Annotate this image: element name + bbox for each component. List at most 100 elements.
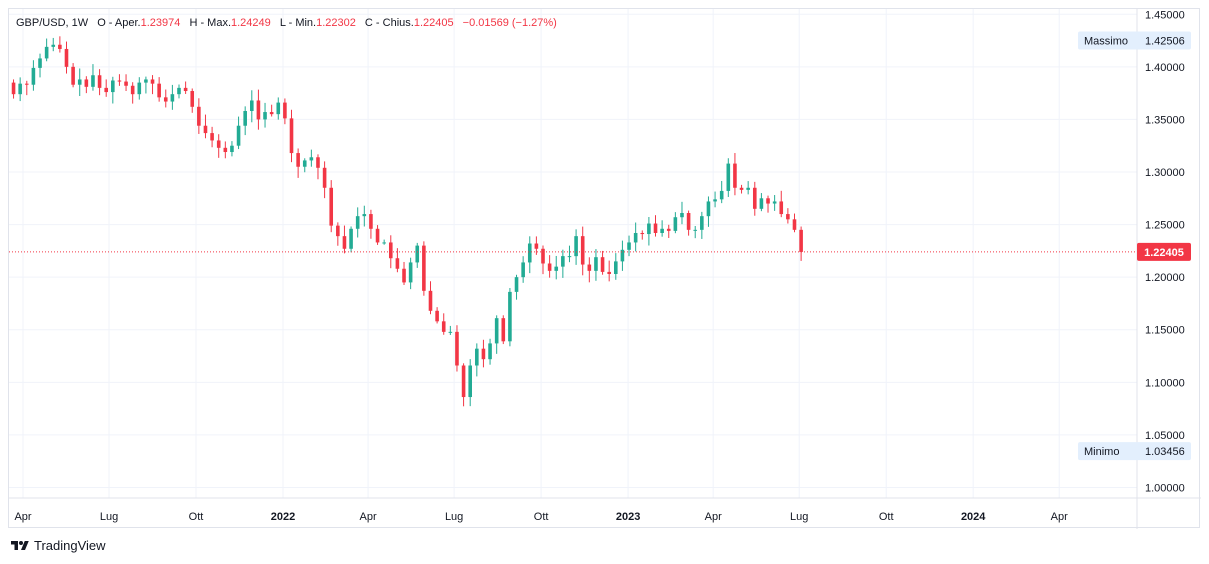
candlestick-chart[interactable]: 1.45000 1.40000 1.35000 1.30000 1.25000 1.200… [9, 9, 1201, 529]
legend-low-value: 1.22302 [316, 17, 356, 29]
chart-legend: GBP/USD, 1W O - Aper.1.23974 H - Max.1.2… [16, 17, 557, 29]
candle-body [124, 81, 128, 86]
candle-body [369, 214, 373, 229]
candle-body [177, 87, 181, 95]
candle-body [91, 75, 95, 87]
x-tick-label: Lug [100, 511, 118, 523]
candle-body [481, 348, 486, 360]
min-marker-label: Minimo [1084, 446, 1119, 458]
candle-body [766, 198, 770, 204]
candle-body [759, 198, 764, 209]
candle-body [713, 199, 717, 202]
candle-body [355, 216, 360, 229]
y-tick-label: 1.45000 [1145, 9, 1185, 21]
candle-body [216, 140, 221, 148]
candle-body [111, 80, 115, 93]
candle-body [375, 228, 380, 243]
candle-body [680, 213, 684, 218]
candle-body [263, 112, 267, 120]
candle-body [309, 157, 314, 161]
chart-frame: 1.45000 1.40000 1.35000 1.30000 1.25000 1.200… [8, 8, 1201, 529]
candle-body [31, 67, 36, 85]
x-tick-label: 2022 [271, 511, 295, 523]
candle-body [329, 187, 334, 226]
candle-body [541, 248, 545, 264]
candle-body [455, 331, 459, 366]
legend-open-value: 1.23974 [140, 17, 181, 29]
candle-body [402, 268, 406, 283]
candle-body [633, 232, 638, 243]
candle-body [130, 85, 135, 95]
candle-body [18, 83, 22, 95]
legend-high-value: 1.24249 [231, 17, 271, 29]
candle-body [799, 229, 803, 252]
candle-body [157, 83, 161, 98]
candle-body [554, 266, 559, 271]
candle-body [269, 112, 274, 115]
candle-body [203, 125, 208, 134]
candle-body [792, 219, 797, 230]
candle-body [296, 153, 300, 167]
candle-body [316, 157, 320, 168]
candle-body [752, 187, 757, 209]
candle-body [349, 228, 353, 249]
candle-body [137, 82, 142, 95]
candle-body [190, 91, 195, 107]
y-tick-label: 1.15000 [1145, 325, 1185, 337]
max-marker-value: 1.42506 [1145, 35, 1185, 47]
y-tick-label: 1.35000 [1145, 114, 1185, 126]
candle-body [302, 160, 307, 167]
legend-symbol: GBP/USD, 1W [16, 17, 89, 29]
legend-high-label: H - Max. [189, 17, 231, 29]
candle-body [527, 243, 532, 263]
candle-body [77, 79, 82, 85]
max-marker-label: Massimo [1084, 35, 1128, 47]
y-tick-label: 1.20000 [1145, 272, 1185, 284]
candle-body [230, 145, 234, 153]
candle-body [388, 242, 393, 259]
candle-body [786, 214, 790, 220]
candle-body [772, 201, 777, 204]
candle-body [163, 97, 168, 102]
candle-body [693, 229, 698, 231]
x-tick-label: 2023 [616, 511, 640, 523]
candle-body [197, 106, 201, 126]
candle-body [289, 118, 294, 154]
candle-body [647, 223, 651, 235]
candle-body [594, 257, 598, 271]
min-marker-badge [1078, 442, 1191, 461]
x-tick-label: 2024 [961, 511, 986, 523]
x-tick-label: Apr [705, 511, 722, 523]
candle-body [408, 262, 413, 283]
candle-body [428, 290, 433, 311]
candle-body [11, 82, 16, 95]
candle-body [666, 228, 671, 231]
candle-body [494, 318, 499, 344]
candle-body [561, 256, 565, 267]
candle-body [706, 201, 711, 217]
x-tick-label: Apr [14, 511, 31, 523]
candle-body [580, 236, 585, 265]
candle-body [514, 277, 519, 292]
min-marker-value: 1.03456 [1145, 446, 1185, 458]
candle-body [170, 94, 175, 102]
candle-body [256, 100, 261, 120]
candle-body [117, 80, 122, 82]
candle-body [673, 217, 678, 231]
legend-low-label: L - Min. [279, 17, 317, 29]
candle-body [395, 258, 400, 269]
candle-body [719, 190, 724, 200]
last-price-badge [1137, 242, 1191, 261]
tradingview-brand: TradingView [34, 538, 106, 553]
candle-body [24, 83, 29, 85]
candle-body [84, 79, 89, 87]
candle-body [336, 225, 340, 237]
y-tick-label: 1.00000 [1145, 482, 1185, 494]
candle-body [627, 242, 631, 250]
candle-body [614, 261, 618, 275]
candle-body [779, 201, 784, 215]
candle-body [468, 365, 472, 398]
candle-body [71, 66, 75, 85]
candle-body [236, 125, 241, 146]
x-tick-label: Apr [1051, 511, 1068, 523]
